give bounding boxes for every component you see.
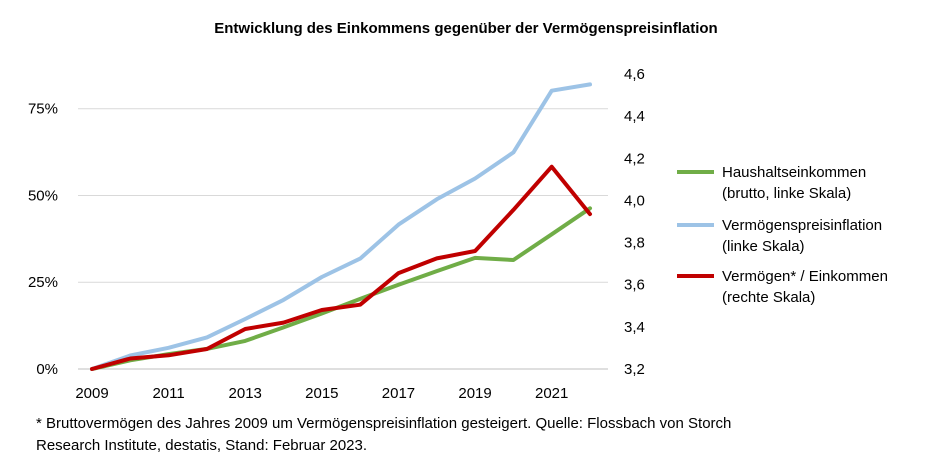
right-tick-label: 4,6 xyxy=(624,66,645,83)
legend-label: Vermögen* / Einkommen xyxy=(722,268,888,285)
right-tick-label: 3,2 xyxy=(624,361,645,378)
left-tick-label: 0% xyxy=(36,361,58,378)
footnote: * Bruttovermögen des Jahres 2009 um Verm… xyxy=(36,413,916,457)
x-tick-label: 2011 xyxy=(152,385,184,402)
right-tick-label: 3,4 xyxy=(624,319,645,336)
x-tick-label: 2021 xyxy=(535,385,568,402)
left-tick-label: 25% xyxy=(28,274,58,291)
legend-label: (brutto, linke Skala) xyxy=(722,185,851,202)
chart-title: Entwicklung des Einkommens gegenüber der… xyxy=(214,20,717,37)
series-lines xyxy=(90,82,592,371)
left-tick-label: 50% xyxy=(28,187,58,204)
gridlines xyxy=(78,108,608,370)
legend-label: (rechte Skala) xyxy=(722,289,815,306)
right-tick-label: 3,8 xyxy=(624,235,645,252)
left-tick-label: 75% xyxy=(28,101,58,118)
right-tick-label: 4,4 xyxy=(624,108,645,125)
x-tick-label: 2015 xyxy=(305,385,338,402)
right-tick-label: 3,6 xyxy=(624,277,645,294)
x-tick-label: 2019 xyxy=(458,385,491,402)
legend-label: Vermögenspreisinflation xyxy=(722,217,882,234)
left-axis-ticks: 0% 25% 50% 75% xyxy=(28,101,58,378)
x-tick-label: 2017 xyxy=(382,385,415,402)
legend-label: (linke Skala) xyxy=(722,238,805,255)
right-tick-label: 4,2 xyxy=(624,150,645,167)
legend: Haushaltseinkommen (brutto, linke Skala) V… xyxy=(677,164,888,306)
x-tick-label: 2013 xyxy=(229,385,262,402)
right-axis-ticks: 3,2 3,4 3,6 3,8 4,0 4,2 4,4 4,6 xyxy=(624,66,645,378)
x-tick-label: 2009 xyxy=(75,385,108,402)
right-tick-label: 4,0 xyxy=(624,192,645,209)
footnote-line-2: Research Institute, destatis, Stand: Feb… xyxy=(36,437,368,454)
legend-label: Haushaltseinkommen xyxy=(722,164,866,181)
series-line-haushaltseinkommen xyxy=(90,206,592,371)
footnote-line-1: * Bruttovermögen des Jahres 2009 um Verm… xyxy=(36,415,732,432)
series-line-vermögen-einkommen xyxy=(90,164,592,371)
series-line-vermögenspreisinflation xyxy=(90,82,592,371)
x-axis-ticks: 2009 2011 2013 2015 2017 2019 2021 xyxy=(75,385,568,402)
